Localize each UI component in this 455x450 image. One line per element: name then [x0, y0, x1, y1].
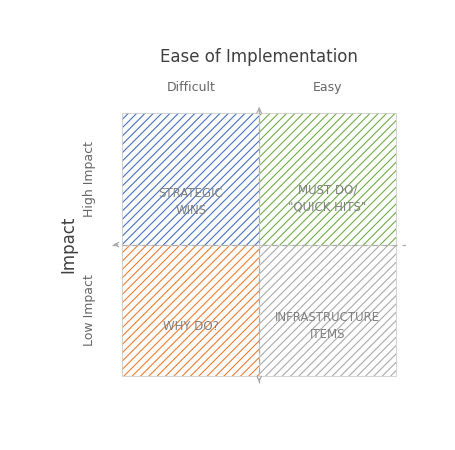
- Text: WHY DO?: WHY DO?: [163, 320, 219, 333]
- Text: Low Impact: Low Impact: [83, 274, 96, 346]
- Text: STRATEGIC
WINS: STRATEGIC WINS: [158, 188, 223, 217]
- Text: Easy: Easy: [313, 81, 342, 94]
- Text: INFRASTRUCTURE
ITEMS: INFRASTRUCTURE ITEMS: [275, 311, 380, 341]
- Bar: [122, 113, 259, 245]
- Text: Ease of Implementation: Ease of Implementation: [160, 48, 358, 66]
- Bar: [122, 245, 259, 376]
- Text: Difficult: Difficult: [167, 81, 215, 94]
- Bar: [122, 113, 259, 245]
- Text: MUST DO/
"QUICK HITS": MUST DO/ "QUICK HITS": [288, 184, 367, 213]
- Bar: [259, 113, 396, 245]
- Text: Impact: Impact: [60, 216, 78, 273]
- Bar: [122, 245, 259, 376]
- Bar: [259, 245, 396, 376]
- Bar: [259, 113, 396, 245]
- Bar: [259, 245, 396, 376]
- Text: High Impact: High Impact: [83, 141, 96, 217]
